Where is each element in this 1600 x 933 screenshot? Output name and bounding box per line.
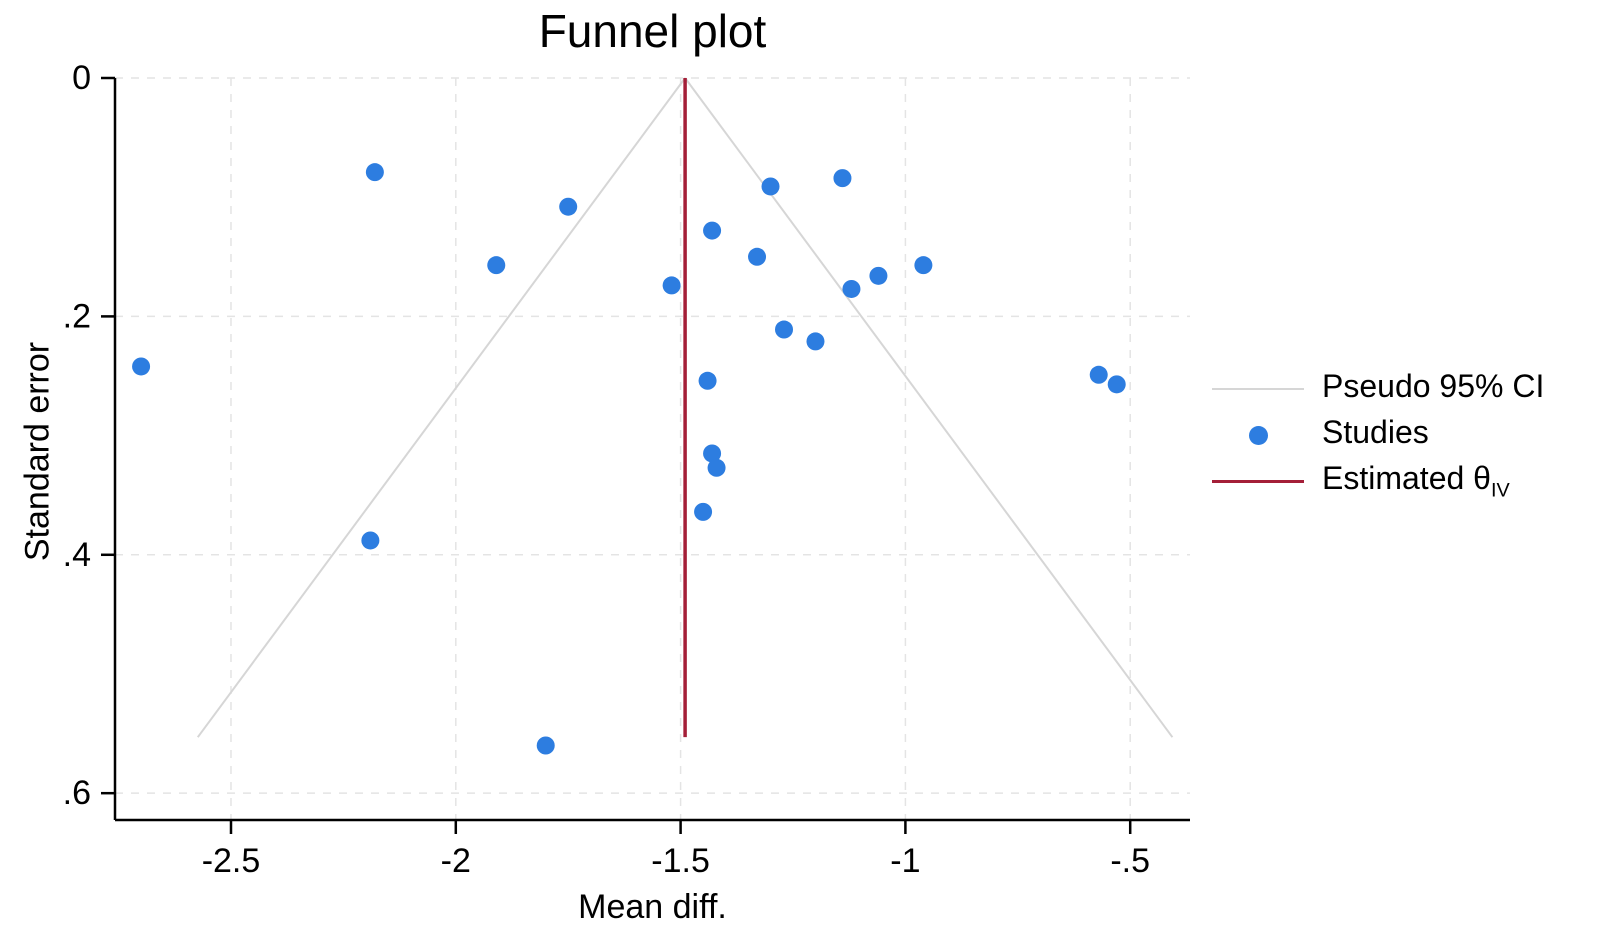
- study-point: [703, 444, 722, 463]
- study-point: [806, 332, 825, 351]
- x-tick-label: -1: [890, 842, 920, 880]
- legend: Pseudo 95% CI Studies Estimated θIV: [1212, 366, 1544, 504]
- study-point: [536, 736, 555, 755]
- study-point: [487, 256, 506, 275]
- y-tick-label: 0: [72, 59, 91, 97]
- study-point: [662, 276, 681, 295]
- x-tick-label: -2.5: [202, 842, 261, 880]
- study-point: [833, 169, 852, 188]
- x-tick-label: -2: [441, 842, 471, 880]
- y-tick-label: .4: [63, 536, 91, 574]
- legend-item-estimate: Estimated θIV: [1212, 458, 1544, 504]
- funnel-left-line: [196, 77, 686, 738]
- legend-label: Estimated θIV: [1322, 459, 1510, 502]
- study-point: [1107, 375, 1126, 394]
- study-point: [761, 177, 780, 196]
- study-point: [132, 357, 151, 376]
- y-tick-label: .2: [63, 297, 91, 335]
- studies-dot-icon: [1212, 412, 1304, 458]
- chart-title: Funnel plot: [538, 5, 767, 57]
- study-point: [707, 458, 726, 477]
- x-tick-label: -.5: [1110, 842, 1150, 880]
- study-point: [842, 279, 861, 298]
- study-point: [361, 531, 380, 550]
- study-point: [703, 221, 722, 240]
- legend-item-studies: Studies: [1212, 412, 1544, 458]
- study-point: [775, 320, 794, 339]
- legend-item-pseudo-ci: Pseudo 95% CI: [1212, 366, 1544, 412]
- study-point: [559, 197, 578, 216]
- y-tick-label: .6: [63, 774, 91, 812]
- study-point: [694, 502, 713, 521]
- study-point: [1089, 365, 1108, 384]
- legend-label: Studies: [1322, 413, 1429, 450]
- study-point: [869, 266, 888, 285]
- estimate-line-icon: [1212, 458, 1304, 504]
- x-axis-title: Mean diff.: [578, 888, 727, 926]
- funnel-right-line: [684, 77, 1174, 738]
- study-point: [365, 163, 384, 182]
- study-point: [914, 256, 933, 275]
- legend-label: Pseudo 95% CI: [1322, 367, 1545, 404]
- x-tick-label: -1.5: [651, 842, 710, 880]
- pseudo-ci-line-icon: [1212, 366, 1304, 412]
- study-point: [748, 247, 767, 266]
- study-point: [698, 371, 717, 390]
